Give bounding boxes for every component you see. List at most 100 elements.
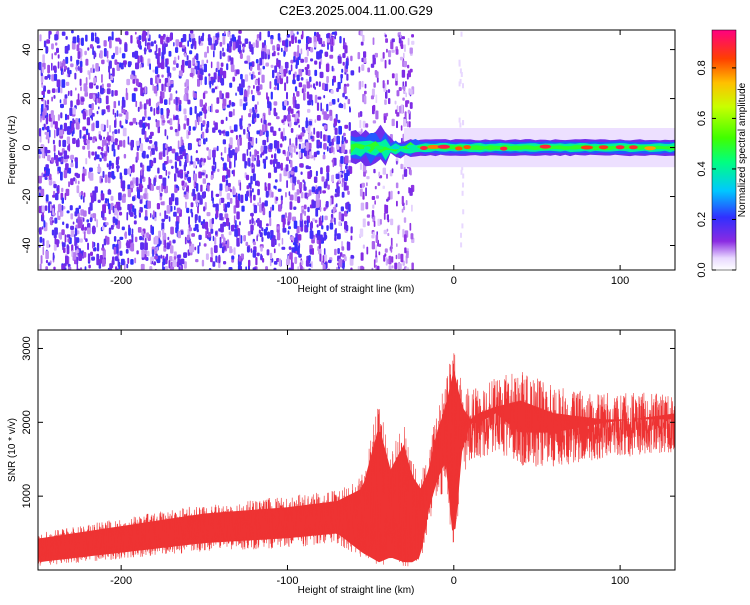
spectrogram-cell xyxy=(269,189,272,198)
spectrogram-cell xyxy=(92,112,95,117)
spectrogram-cell xyxy=(39,236,43,243)
spectrogram-cell xyxy=(200,42,204,46)
spectrogram-cell xyxy=(278,127,281,132)
spectrogram-cell xyxy=(156,186,160,190)
spectrogram-cell xyxy=(117,259,120,267)
spectrogram-cell xyxy=(330,89,334,94)
spectrogram-cell xyxy=(235,199,240,208)
spectrogram-cell xyxy=(294,145,296,153)
spectrogram-cell xyxy=(210,247,213,255)
spectrogram-cell xyxy=(346,73,349,81)
spectrogram-cell xyxy=(199,242,201,247)
spectrogram-cell xyxy=(267,183,271,191)
spectrogram-cell xyxy=(360,252,364,261)
spectrogram-cell xyxy=(387,258,390,264)
spectrogram-cell xyxy=(101,59,105,65)
spectrogram-cell xyxy=(206,147,209,151)
spectrogram-cell xyxy=(41,150,45,159)
spectrogram-cell xyxy=(169,159,173,164)
spectrogram-cell xyxy=(227,43,229,52)
spectrogram-cell xyxy=(156,74,160,78)
x-tick-label: 100 xyxy=(611,275,629,287)
spectrogram-cell xyxy=(204,51,207,58)
spectrogram-cell xyxy=(70,230,75,237)
spectrogram-cell xyxy=(127,189,132,198)
spectrogram-cell xyxy=(254,79,258,85)
spectrogram-cell xyxy=(198,140,202,145)
spectrogram-cell xyxy=(184,182,188,188)
spectrogram-cell xyxy=(154,255,158,260)
carrier-peak xyxy=(427,144,441,149)
spectrogram-cell xyxy=(267,231,270,239)
spectrogram-cell xyxy=(51,96,53,102)
spectrogram-cell xyxy=(233,215,236,224)
spectrogram-cell xyxy=(161,222,165,231)
spectrogram-cell xyxy=(41,226,44,230)
spectrogram-cell xyxy=(161,218,165,222)
spectrogram-cell xyxy=(293,121,298,126)
spectrogram-cell xyxy=(103,40,107,47)
spectrogram-cell xyxy=(113,148,116,157)
spectrogram-cell xyxy=(190,202,194,208)
spectrogram-cell xyxy=(183,108,187,115)
spectrogram-cell xyxy=(276,116,280,120)
spectrogram-cell xyxy=(139,177,142,184)
spectrogram-cell xyxy=(359,119,362,129)
spectrogram-cell xyxy=(462,120,464,126)
snr-y-title: SNR (10 * v/v) xyxy=(7,418,18,482)
spectrogram-cell xyxy=(329,54,334,59)
spectrogram-cell xyxy=(259,232,263,238)
spectrogram-cell xyxy=(166,242,170,250)
spectrogram-cell xyxy=(395,182,399,189)
spectrogram-cell xyxy=(100,89,104,95)
spectrogram-cell xyxy=(55,154,59,164)
spectrogram-cell xyxy=(376,265,380,270)
spectrogram-cell xyxy=(176,63,179,68)
spectrogram-cell xyxy=(188,131,191,136)
spectrogram-cell xyxy=(297,179,300,185)
spectrogram-cell xyxy=(250,196,252,204)
spectrogram-cell xyxy=(206,59,209,64)
spectrogram-cell xyxy=(235,134,238,141)
spectrogram-cell xyxy=(189,72,194,77)
spectrogram-cell xyxy=(215,255,218,263)
spectrogram-cell xyxy=(214,161,217,170)
spectrogram-cell xyxy=(167,175,170,179)
spectrogram-cell xyxy=(298,151,302,158)
spectrogram-cell xyxy=(194,224,199,230)
spectrogram-cell xyxy=(319,234,323,242)
y-tick-label: -20 xyxy=(21,189,33,205)
spectrogram-cell xyxy=(162,185,166,190)
spectrogram-cell xyxy=(308,120,312,126)
spectrogram-cell xyxy=(343,102,346,110)
spectrogram-cell xyxy=(411,262,414,270)
spectrogram-cell xyxy=(140,263,145,270)
spectrogram-cell xyxy=(411,40,415,45)
spectrogram-cell xyxy=(187,99,191,105)
spectrogram-cell xyxy=(345,224,349,232)
spectrogram-cell xyxy=(208,73,211,77)
spectrogram-cell xyxy=(218,129,222,133)
y-tick-label: 40 xyxy=(21,43,33,55)
spectrogram-cell xyxy=(200,157,203,163)
spectrogram-cell xyxy=(42,111,45,121)
spectrogram-cell xyxy=(229,82,233,88)
spectrogram-cell xyxy=(375,244,377,251)
spectrogram-cell xyxy=(236,69,240,75)
spectrogram-cell xyxy=(46,167,48,176)
spectrogram-cell xyxy=(166,82,171,87)
spectrogram-cell xyxy=(60,112,63,119)
spectrogram-cell xyxy=(283,127,285,137)
spectrogram-cell xyxy=(119,236,124,240)
colorbar-ticks: 0.00.20.40.60.8 xyxy=(696,60,736,278)
spectrogram-cell xyxy=(95,120,100,129)
spectrogram-cell xyxy=(192,90,195,98)
spectrogram-cell xyxy=(107,146,110,153)
spectrogram-cell xyxy=(42,212,44,217)
spectrogram-cell xyxy=(273,261,278,265)
spectrogram-cell xyxy=(144,250,148,255)
spectrogram-cell xyxy=(177,254,181,259)
spectrogram-cell xyxy=(395,254,398,260)
spectrogram-cell xyxy=(118,128,120,134)
spectrogram-cell xyxy=(227,31,230,38)
